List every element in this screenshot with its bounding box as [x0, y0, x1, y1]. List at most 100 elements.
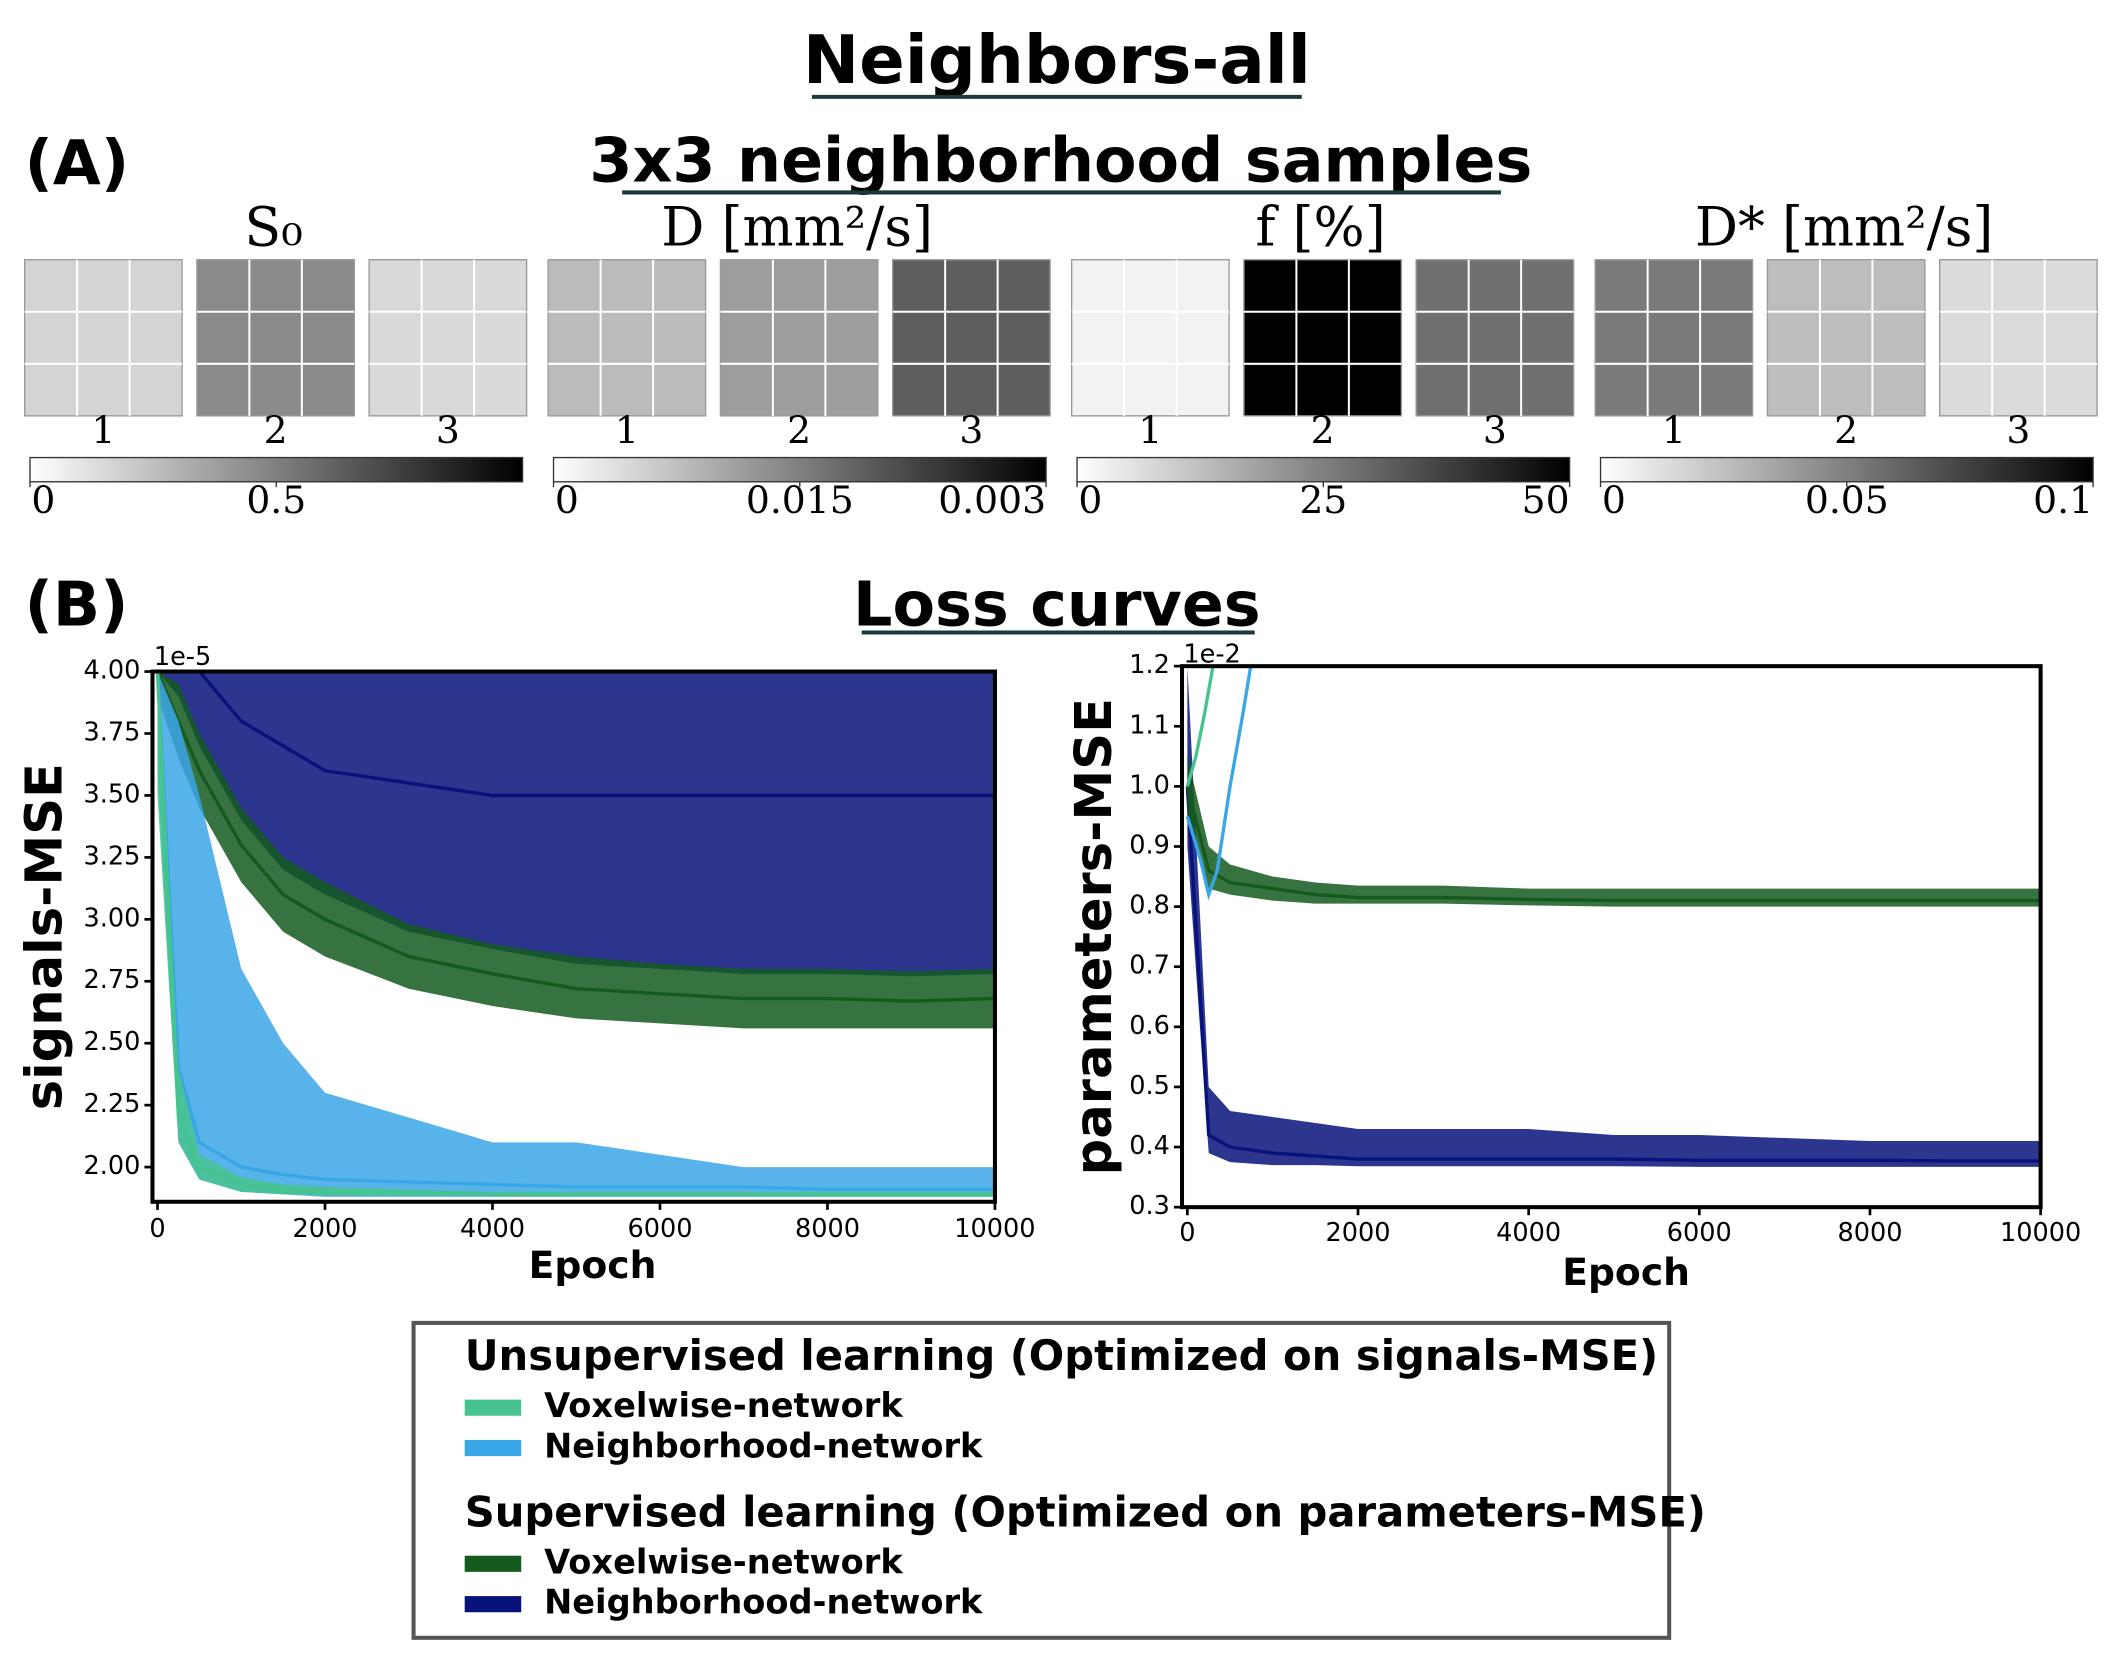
colorbar-tick-label: 0.5	[246, 478, 306, 522]
loss-line	[1185, 666, 1215, 787]
y-tick-label: 4.00	[83, 656, 140, 686]
loss-line	[155, 671, 995, 1003]
loss-line	[197, 671, 995, 798]
loss-line	[155, 671, 995, 1197]
x-tick-label: 0	[149, 1214, 165, 1244]
x-tick-label: 2000	[1326, 1218, 1391, 1248]
sample-label: 1	[91, 408, 115, 452]
colorbar	[552, 456, 1047, 483]
sample-patch	[1939, 259, 2098, 417]
plot-frame	[150, 669, 997, 1204]
y-tick-label: 0.3	[1129, 1191, 1170, 1221]
plot-area	[155, 671, 995, 1197]
sample-label: 2	[787, 408, 811, 452]
sample-label: 2	[1311, 408, 1335, 452]
colorbar-tick-label: 0	[31, 478, 55, 522]
noise-band	[1187, 666, 2041, 1167]
colorbar-tick-label: 0.05	[1805, 478, 1889, 522]
colorbar-tick-label: 0.015	[746, 478, 854, 522]
y-tick-label: 0.6	[1129, 1011, 1170, 1041]
colorbar-tick-label: 50	[1522, 478, 1570, 522]
x-tick-label: 8000	[795, 1214, 860, 1244]
x-tick-label: 8000	[1837, 1218, 1902, 1248]
y-tick-label: 0.5	[1129, 1071, 1170, 1101]
y-tick-label: 1.0	[1129, 770, 1170, 800]
noise-band	[157, 671, 995, 1197]
colorbar-tick-label: 0	[1602, 478, 1626, 522]
colorbar	[1599, 456, 2094, 483]
legend-label: Neighborhood-network	[544, 1583, 983, 1622]
y-tick-label: 3.50	[83, 779, 140, 809]
x-tick-label: 2000	[292, 1214, 357, 1244]
x-tick-label: 4000	[460, 1214, 525, 1244]
y-tick-label: 3.00	[83, 903, 140, 933]
loss-line	[1185, 786, 2041, 1163]
sample-label: 3	[2006, 408, 2030, 452]
y-tick-label: 2.25	[83, 1089, 140, 1119]
sample-label: 1	[1138, 408, 1162, 452]
panel-title: 3x3 neighborhood samples	[589, 124, 1532, 196]
y-tick-label: 1.2	[1129, 650, 1170, 680]
legend-label: Voxelwise-network	[544, 1386, 903, 1425]
legend-group-title: Unsupervised learning (Optimized on sign…	[465, 1331, 1659, 1380]
x-axis-label: Epoch	[1562, 1250, 1690, 1294]
sample-patch	[1243, 259, 1403, 417]
colorbar-tick-label: 25	[1299, 478, 1347, 522]
x-tick-label: 4000	[1496, 1218, 1561, 1248]
offset-text: 1e-5	[154, 642, 211, 672]
sample-label: 2	[1834, 408, 1858, 452]
parameter-label: D [mm²/s]	[661, 195, 933, 258]
colorbar-tick-label: 0.1	[2033, 478, 2093, 522]
legend-swatch	[464, 1439, 522, 1457]
colorbar	[29, 456, 524, 483]
loss-line	[1185, 666, 1253, 901]
sample-label: 3	[436, 408, 460, 452]
sample-label: 3	[1483, 408, 1507, 452]
sample-patch	[1415, 259, 1575, 417]
colorbar-tick-label: 0	[555, 478, 579, 522]
plot-frame	[1179, 664, 2043, 1210]
colorbar-tick-label: 0	[1078, 478, 1102, 522]
y-tick-label: 3.25	[83, 841, 140, 871]
panel-label: (A)	[25, 127, 129, 199]
x-tick-label: 6000	[1667, 1218, 1732, 1248]
noise-band	[157, 671, 995, 977]
sample-label: 1	[615, 408, 639, 452]
sample-patch	[547, 259, 707, 417]
sample-patch	[1594, 259, 1754, 417]
sample-patch	[1766, 259, 1926, 417]
sample-patch	[196, 259, 356, 417]
y-axis-label: parameters-MSE	[1065, 698, 1124, 1175]
sample-patch	[719, 259, 879, 417]
parameter-label: D* [mm²/s]	[1695, 195, 1994, 258]
y-tick-label: 0.7	[1129, 951, 1170, 981]
y-axis-label: signals-MSE	[16, 763, 75, 1110]
sample-patch	[23, 259, 183, 417]
panel-title: Loss curves	[853, 568, 1261, 640]
y-tick-label: 0.9	[1129, 830, 1170, 860]
legend-swatch	[464, 1399, 522, 1416]
x-tick-label: 6000	[627, 1214, 692, 1244]
y-tick-label: 2.75	[83, 965, 140, 995]
legend-box	[411, 1320, 1672, 1640]
noise-band	[1187, 756, 2041, 907]
y-tick-label: 2.50	[83, 1027, 140, 1057]
colorbar	[1076, 456, 1571, 483]
y-tick-label: 2.00	[83, 1151, 140, 1181]
y-tick-label: 3.75	[83, 717, 140, 747]
loss-line	[1185, 785, 2041, 903]
legend-label: Neighborhood-network	[544, 1427, 983, 1466]
plot-area	[1185, 666, 2041, 1167]
sample-patch	[891, 259, 1051, 417]
y-tick-label: 1.1	[1129, 710, 1170, 740]
legend-group-title: Supervised learning (Optimized on parame…	[465, 1487, 1706, 1536]
sample-patch	[368, 259, 528, 417]
y-tick-label: 0.8	[1129, 891, 1170, 921]
panel-label: (B)	[25, 568, 129, 640]
sample-label: 2	[264, 408, 288, 452]
legend-swatch	[464, 1555, 522, 1572]
parameter-label: S₀	[244, 195, 302, 258]
legend-label: Voxelwise-network	[544, 1542, 903, 1581]
loss-line	[155, 671, 995, 1192]
